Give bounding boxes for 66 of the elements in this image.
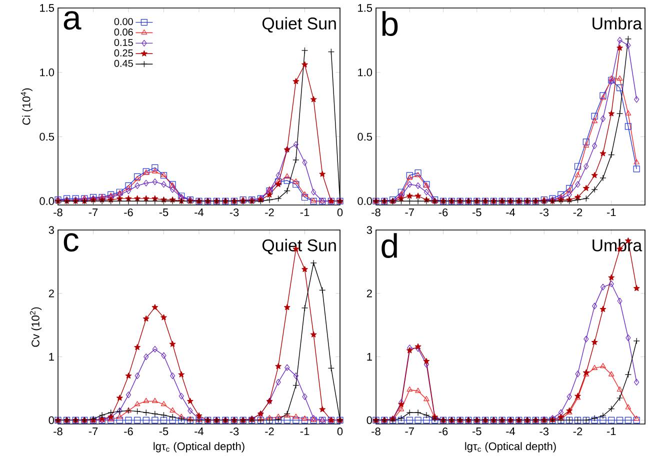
x-tick-label: -3 (540, 208, 549, 216)
legend-label: 0.06 (114, 28, 133, 36)
y-tick-label: 0.0 (40, 197, 54, 206)
x-tick-label: -6 (438, 428, 448, 436)
x-tick-label: -7 (88, 428, 98, 436)
annotation: a (64, 11, 82, 30)
x-tick-label: -3 (230, 428, 239, 436)
x-tick-label: -1 (606, 208, 616, 216)
y-tick-label: 1 (367, 353, 372, 361)
x-tick-label: -6 (124, 208, 133, 216)
x-axis-title: lgτ$_{c}$ (Optical depth) (465, 442, 556, 452)
x-tick-label: -7 (88, 208, 98, 216)
annotation: Quiet Sun (262, 17, 336, 33)
y-axis-title: Cv (10$^{2}$) (30, 307, 42, 347)
x-tick-label: -6 (438, 208, 448, 216)
x-tick-label: -1 (300, 428, 310, 436)
x-tick-label: 0 (337, 208, 343, 216)
x-axis-title: lgτ$_{c}$ (Optical depth) (154, 442, 244, 452)
y-tick-label: 0.5 (358, 132, 372, 141)
annotation: Umbra (592, 17, 642, 30)
annotation: b (382, 11, 398, 36)
annotation: Quiet Sun (262, 238, 336, 254)
x-tick-label: -2 (265, 208, 274, 216)
legend-label: 0.45 (114, 60, 133, 67)
x-tick-label: -2 (573, 428, 582, 436)
x-tick-label: -4 (506, 208, 516, 216)
y-tick-label: 1.0 (40, 68, 54, 76)
annotation: c (64, 233, 78, 252)
x-tick-label: -5 (159, 428, 168, 436)
y-tick-label: 0.5 (40, 132, 54, 141)
x-tick-label: -2 (265, 428, 274, 436)
x-tick-label: -5 (159, 208, 168, 216)
x-tick-label: -5 (472, 428, 482, 436)
y-tick-label: 0.0 (358, 197, 372, 206)
legend-label: 0.15 (114, 38, 133, 46)
x-tick-label: -4 (194, 428, 204, 436)
y-tick-label: 1.5 (40, 4, 54, 12)
x-tick-label: -2 (573, 208, 582, 216)
y-tick-label: 3 (48, 226, 54, 234)
y-tick-label: 1.0 (358, 68, 372, 76)
legend-label: 0.25 (114, 49, 133, 56)
x-tick-label: -8 (372, 208, 380, 216)
x-tick-label: -8 (54, 428, 62, 436)
x-tick-label: -8 (372, 428, 380, 436)
y-tick-label: 3 (366, 226, 372, 234)
x-tick-label: -7 (405, 428, 414, 436)
x-tick-label: -3 (540, 428, 549, 436)
y-tick-label: 1 (49, 353, 54, 361)
annotation: d (382, 233, 397, 258)
y-tick-label: 2 (366, 290, 372, 298)
y-tick-label: 2 (48, 290, 54, 298)
x-tick-label: -7 (405, 208, 414, 216)
x-tick-label: -8 (54, 208, 62, 216)
x-tick-label: -3 (230, 208, 239, 216)
x-tick-label: -1 (300, 208, 310, 216)
x-tick-label: -1 (606, 428, 616, 436)
y-axis-title: Ci (10$^{4}$) (20, 88, 32, 125)
x-tick-label: -4 (506, 428, 516, 436)
x-tick-label: -5 (472, 208, 482, 216)
y-tick-label: 1.5 (358, 4, 372, 12)
x-tick-label: -6 (124, 428, 133, 436)
x-tick-label: -4 (194, 208, 204, 216)
y-tick-label: 0 (48, 416, 54, 424)
x-tick-label: 0 (337, 428, 343, 436)
legend-label: 0.00 (114, 18, 133, 26)
y-tick-label: 0 (366, 416, 372, 424)
